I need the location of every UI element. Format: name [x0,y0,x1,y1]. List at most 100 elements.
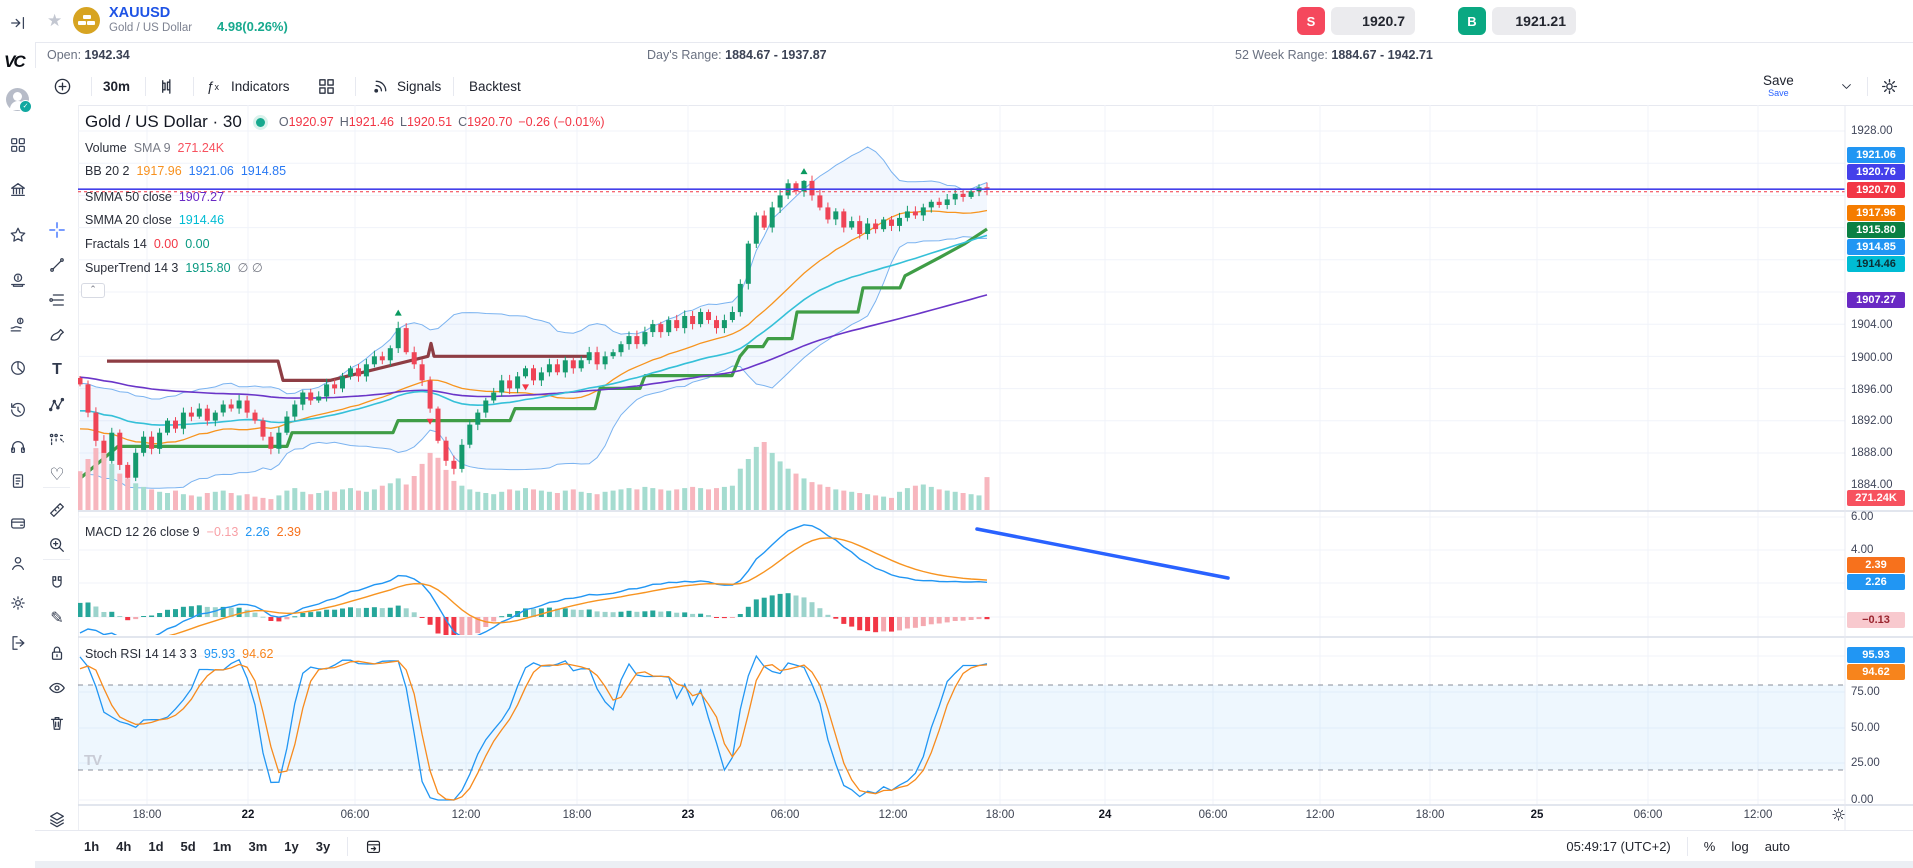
favorite-star-icon[interactable]: ★ [47,11,63,30]
price-chart[interactable] [78,105,1913,830]
axis-tick-label: 25.00 [1851,757,1880,769]
symbol-description: Gold / US Dollar [109,22,193,34]
collapse-indicators-button[interactable]: ⌃ [81,283,105,298]
range-1y[interactable]: 1y [284,839,299,854]
range-3m[interactable]: 3m [248,839,268,854]
indicator-templates-icon[interactable] [317,68,336,105]
price-badge: 94.62 [1847,664,1905,680]
apps-icon[interactable] [7,134,29,156]
auto-scale-button[interactable]: auto [1764,839,1790,854]
legend-volume[interactable]: Volume SMA 9 271.24K [85,140,225,155]
brush-icon[interactable] [46,324,68,346]
legend-supertrend[interactable]: SuperTrend 14 3 1915.80 ∅ ∅ [85,260,263,276]
pie-chart-icon[interactable] [7,357,29,379]
range-5d[interactable]: 5d [180,839,196,854]
legend-bollinger[interactable]: BB 20 2 1917.96 1921.06 1914.85 [85,163,287,178]
range-1h[interactable]: 1h [84,839,100,854]
percent-scale-button[interactable]: % [1703,839,1716,854]
statement-icon[interactable] [7,470,29,492]
crosshair-icon[interactable] [46,219,68,241]
app-sidebar: VC ✓ [0,0,36,868]
measure-ruler-icon[interactable] [46,499,68,521]
range-1d[interactable]: 1d [148,839,164,854]
history-icon[interactable] [7,399,29,421]
lock-drawings-icon[interactable] [46,642,68,664]
buy-price: 1921.21 [1492,7,1576,35]
axis-tick-label: 1884.00 [1851,479,1893,491]
save-button[interactable]: Save Save [1763,72,1794,98]
symbol-header: ★ XAUUSD Gold / US Dollar 4.98(0.26%) S … [35,0,1913,43]
chevron-down-icon[interactable] [1840,68,1853,105]
time-tick-label: 25 [1530,809,1544,821]
backtest-button[interactable]: Backtest [469,79,521,94]
collapse-panel-icon[interactable] [7,12,29,34]
buy-widget[interactable]: B 1921.21 [1458,7,1576,35]
settings-icon[interactable] [7,592,29,614]
magnet-icon[interactable] [46,572,68,594]
xabcd-pattern-icon[interactable] [46,394,68,416]
range-4h[interactable]: 4h [116,839,132,854]
sell-widget[interactable]: S 1920.7 [1297,7,1415,35]
chart-legend-title[interactable]: Gold / US Dollar · 30 O1920.97 H1921.46 … [85,112,605,131]
time-tick-label: 22 [241,809,255,821]
days-range-value: 1884.67 - 1937.87 [725,48,827,62]
axis-tick-label: 1928.00 [1851,125,1893,137]
logout-icon[interactable] [7,632,29,654]
range-1m[interactable]: 1m [212,839,232,854]
zoom-in-icon[interactable] [46,534,68,556]
text-tool-icon[interactable]: T [52,361,62,378]
axis-tick-label: 1896.00 [1851,384,1893,396]
legend-macd[interactable]: MACD 12 26 close 9 −0.13 2.26 2.39 [85,524,301,539]
week-range-value: 1884.67 - 1942.71 [1331,48,1433,62]
time-tick-label: 06:00 [1198,809,1228,821]
object-tree-layers-icon[interactable] [46,808,68,830]
chart-style-icon[interactable] [157,68,176,105]
chart-settings-gear-icon[interactable] [1880,68,1899,105]
trend-line-icon[interactable] [46,254,68,276]
legend-smma50[interactable]: SMMA 50 close 1907.27 [85,189,225,204]
draw-mode-pencil-icon[interactable]: ✎ [50,610,64,627]
price-badge: 1920.70 [1847,182,1905,198]
range-buttons: 1h 4h 1d 5d 1m 3m 1y 3y [84,831,382,862]
bank-icon[interactable] [7,179,29,201]
days-range-label: Day's Range: [647,48,722,62]
axis-tick-label: 50.00 [1851,722,1880,734]
star-icon[interactable] [7,224,29,246]
open-label: Open: [47,48,82,62]
hide-drawings-eye-icon[interactable] [46,677,68,699]
axis-tick-label: 6.00 [1851,511,1874,523]
time-tick-label: 18:00 [132,809,162,821]
price-badge: 95.93 [1847,647,1905,663]
legend-stochrsi[interactable]: Stoch RSI 14 14 3 3 95.93 94.62 [85,646,274,661]
forecast-tool-icon[interactable] [46,429,68,451]
signals-button[interactable]: Signals [397,79,442,94]
legend-smma20[interactable]: SMMA 20 close 1914.46 [85,212,225,227]
remove-drawings-trash-icon[interactable] [46,712,68,734]
signals-icon[interactable] [371,68,390,105]
deposit-icon[interactable] [7,269,29,291]
emoji-heart-icon[interactable]: ♡ [49,465,65,484]
symbol-search-icon[interactable] [53,68,72,105]
open-value: 1942.34 [84,48,130,62]
time-tick-label: 12:00 [1305,809,1335,821]
indicators-button[interactable]: Indicators [231,79,290,94]
clock[interactable]: 05:49:17 (UTC+2) [1566,839,1671,854]
save-tooltip: Save [1768,87,1789,98]
avatar[interactable]: ✓ [6,88,32,113]
wallet-icon[interactable] [7,512,29,534]
log-scale-button[interactable]: log [1731,839,1749,854]
time-tick-label: 12:00 [451,809,481,821]
time-tick-label: 12:00 [1743,809,1773,821]
symbol-name[interactable]: XAUUSD [109,5,171,21]
withdraw-icon[interactable] [7,314,29,336]
timezone-sun-icon[interactable] [1831,807,1846,827]
legend-fractals[interactable]: Fractals 14 0.00 0.00 [85,236,210,251]
profile-icon[interactable] [7,552,29,574]
range-3y[interactable]: 3y [315,839,331,854]
go-to-date-icon[interactable] [365,838,382,855]
sell-price: 1920.7 [1331,7,1415,35]
support-icon[interactable] [7,436,29,458]
interval-button[interactable]: 30m [103,79,131,94]
fib-retracement-icon[interactable] [46,289,68,311]
